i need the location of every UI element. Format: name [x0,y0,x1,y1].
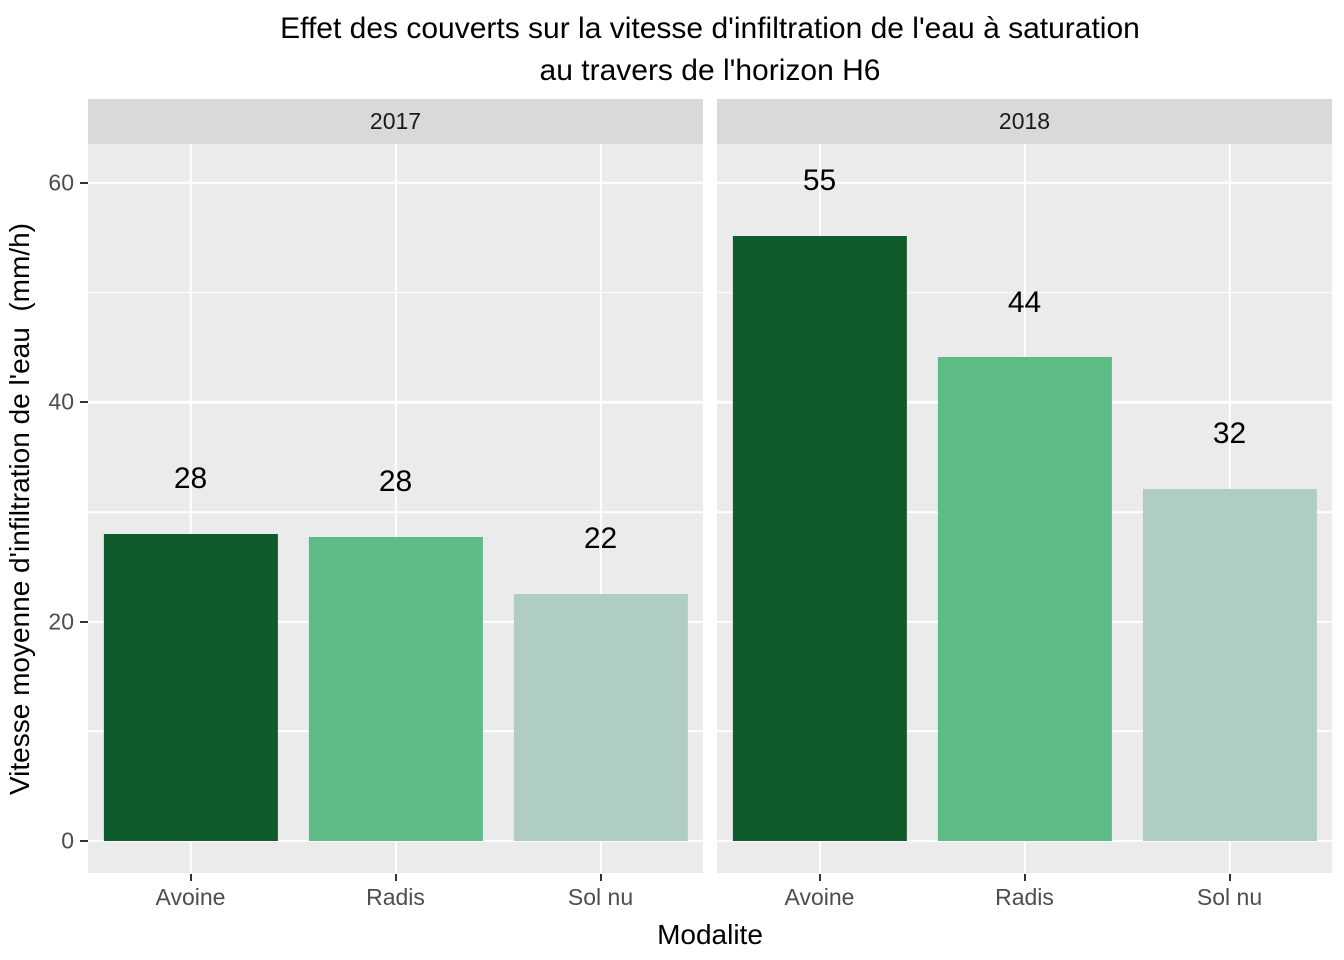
chart-title: Effet des couverts sur la vitesse d'infi… [88,8,1332,92]
facet-strip-2018: 2018 [717,99,1332,144]
gridline-category-avoine [189,144,192,873]
x-tick-mark-radis [394,874,397,881]
y-tick-label-60: 60 [48,169,74,196]
facet-strip-2018-label: 2018 [998,108,1051,134]
y-tick-mark-20 [80,620,88,623]
x-axis-title: Modalite [657,919,763,950]
bar-value-label-sol-nu-2018: 32 [1212,417,1247,451]
bar-value-label-avoine-2017: 28 [173,462,208,496]
x-tick-label-radis: Radis [995,884,1054,910]
y-tick-mark-40 [80,401,88,404]
gridline-category-radis [394,144,397,873]
y-tick-mark-60 [80,182,88,185]
panel-2018: 55 44 32 [717,144,1332,873]
facet-strip-2017: 2017 [88,99,703,144]
y-tick-mark-0 [80,839,88,842]
x-tick-mark-sol-nu [599,874,602,881]
chart-title-line1: Effet des couverts sur la vitesse d'infi… [280,12,1140,45]
x-tick-mark-avoine [189,874,192,881]
bar-avoine-2017 [103,533,278,841]
gridline-category-sol-nu [599,144,602,873]
y-tick-label-40: 40 [48,388,74,415]
facet-strip-2017-label: 2017 [369,108,422,134]
x-axis-2018: Avoine Radis Sol nu [717,873,1332,913]
x-tick-label-sol-nu: Sol nu [1196,884,1263,910]
bar-value-label-sol-nu-2017: 22 [583,522,618,556]
x-tick-label-radis: Radis [366,884,425,910]
x-tick-mark-sol-nu [1228,874,1231,881]
y-tick-label-20: 20 [48,608,74,635]
y-axis-title-text: Vitesse moyenne d'infiltration de l'eau … [4,222,35,795]
panel-2017: 28 28 22 [88,144,703,873]
bar-radis-2017 [308,537,483,841]
x-tick-mark-radis [1023,874,1026,881]
plot-area: Vitesse moyenne d'infiltration de l'eau … [0,99,1332,951]
bar-sol-nu-2017 [513,594,688,841]
x-tick-label-avoine: Avoine [784,884,855,910]
y-axis-title: Vitesse moyenne d'infiltration de l'eau … [0,144,40,873]
bar-radis-2018 [937,357,1112,841]
x-axis-2017: Avoine Radis Sol nu [88,873,703,913]
y-tick-label-0: 0 [61,827,74,854]
bar-avoine-2018 [732,235,907,841]
bar-value-label-radis-2017: 28 [378,465,413,499]
bar-value-label-avoine-2018: 55 [802,163,837,197]
bar-sol-nu-2018 [1142,489,1317,841]
chart-title-line2: au travers de l'horizon H6 [539,54,881,87]
bar-value-label-radis-2018: 44 [1007,285,1042,319]
y-axis: 0 20 40 60 [40,144,88,873]
x-tick-mark-avoine [818,874,821,881]
x-tick-label-avoine: Avoine [155,884,226,910]
x-tick-label-sol-nu: Sol nu [567,884,634,910]
